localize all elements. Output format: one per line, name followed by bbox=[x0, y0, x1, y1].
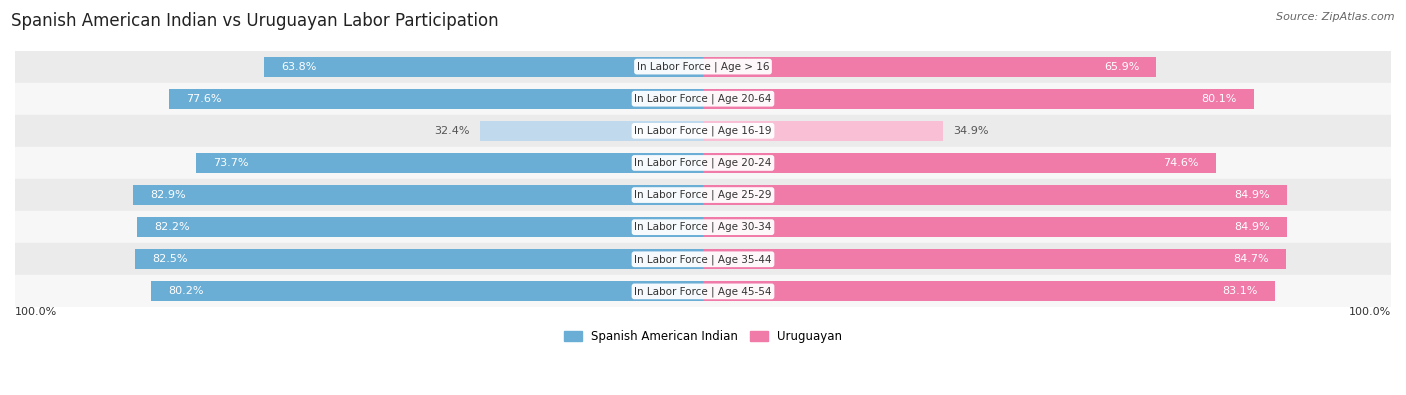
Bar bbox=[703, 89, 1254, 109]
Text: Source: ZipAtlas.com: Source: ZipAtlas.com bbox=[1277, 12, 1395, 22]
Text: 32.4%: 32.4% bbox=[434, 126, 470, 136]
Bar bbox=[703, 153, 1216, 173]
Text: In Labor Force | Age > 16: In Labor Force | Age > 16 bbox=[637, 61, 769, 72]
Text: In Labor Force | Age 20-64: In Labor Force | Age 20-64 bbox=[634, 94, 772, 104]
Text: 80.1%: 80.1% bbox=[1202, 94, 1237, 104]
Text: In Labor Force | Age 16-19: In Labor Force | Age 16-19 bbox=[634, 126, 772, 136]
Text: In Labor Force | Age 25-29: In Labor Force | Age 25-29 bbox=[634, 190, 772, 200]
Text: 63.8%: 63.8% bbox=[281, 62, 316, 71]
Text: 82.2%: 82.2% bbox=[155, 222, 190, 232]
Bar bbox=[135, 249, 703, 269]
Bar bbox=[703, 56, 1156, 77]
Text: In Labor Force | Age 35-44: In Labor Force | Age 35-44 bbox=[634, 254, 772, 265]
Bar bbox=[703, 249, 1285, 269]
Bar bbox=[15, 243, 1391, 275]
Bar bbox=[195, 153, 703, 173]
Text: In Labor Force | Age 45-54: In Labor Force | Age 45-54 bbox=[634, 286, 772, 297]
Text: 77.6%: 77.6% bbox=[187, 94, 222, 104]
Text: 100.0%: 100.0% bbox=[1348, 307, 1391, 318]
Text: In Labor Force | Age 30-34: In Labor Force | Age 30-34 bbox=[634, 222, 772, 232]
Bar bbox=[169, 89, 703, 109]
Bar bbox=[15, 179, 1391, 211]
Text: Spanish American Indian vs Uruguayan Labor Participation: Spanish American Indian vs Uruguayan Lab… bbox=[11, 12, 499, 30]
Text: 82.9%: 82.9% bbox=[150, 190, 186, 200]
Bar bbox=[15, 115, 1391, 147]
Text: 80.2%: 80.2% bbox=[169, 286, 204, 296]
Bar bbox=[264, 56, 703, 77]
Text: 84.7%: 84.7% bbox=[1233, 254, 1268, 264]
Legend: Spanish American Indian, Uruguayan: Spanish American Indian, Uruguayan bbox=[560, 325, 846, 348]
Bar bbox=[703, 185, 1286, 205]
Text: 84.9%: 84.9% bbox=[1234, 190, 1270, 200]
Text: 34.9%: 34.9% bbox=[953, 126, 988, 136]
Bar bbox=[15, 83, 1391, 115]
Bar bbox=[15, 147, 1391, 179]
Text: 83.1%: 83.1% bbox=[1222, 286, 1257, 296]
Text: 65.9%: 65.9% bbox=[1104, 62, 1139, 71]
Bar bbox=[15, 211, 1391, 243]
Text: In Labor Force | Age 20-24: In Labor Force | Age 20-24 bbox=[634, 158, 772, 168]
Bar bbox=[703, 282, 1275, 301]
Text: 100.0%: 100.0% bbox=[15, 307, 58, 318]
Bar bbox=[138, 217, 703, 237]
Bar bbox=[703, 217, 1286, 237]
Bar bbox=[15, 275, 1391, 307]
Bar bbox=[479, 121, 703, 141]
Text: 84.9%: 84.9% bbox=[1234, 222, 1270, 232]
Text: 82.5%: 82.5% bbox=[153, 254, 188, 264]
Bar bbox=[15, 51, 1391, 83]
Text: 74.6%: 74.6% bbox=[1164, 158, 1199, 168]
Bar bbox=[132, 185, 703, 205]
Text: 73.7%: 73.7% bbox=[214, 158, 249, 168]
Bar bbox=[152, 282, 703, 301]
Bar bbox=[703, 121, 943, 141]
